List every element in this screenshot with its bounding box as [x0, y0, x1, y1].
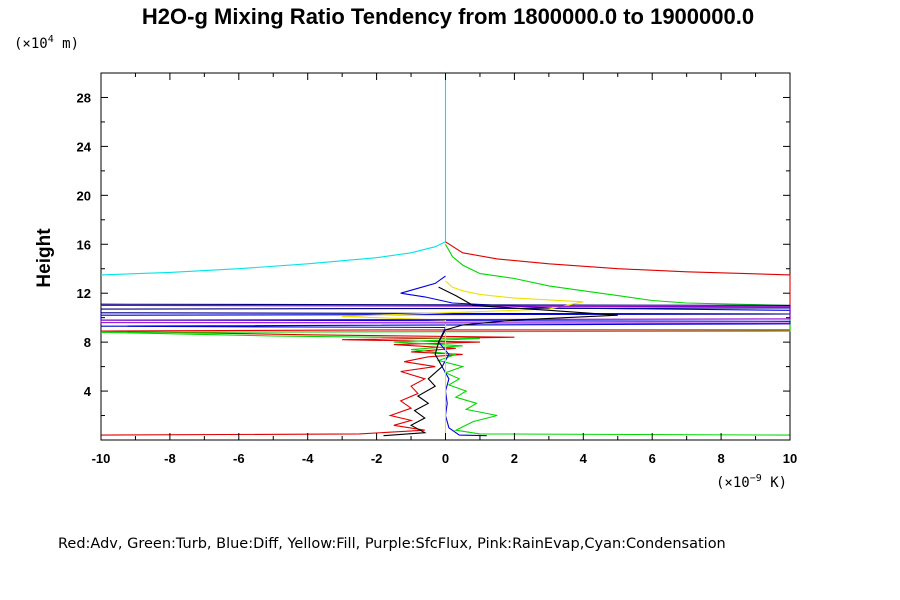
x-tick-label: -4	[302, 451, 314, 466]
y-tick-label: 28	[77, 90, 91, 105]
x-tick-label: 10	[783, 451, 797, 466]
series-line-purple	[100, 304, 791, 324]
x-tick-label: 2	[511, 451, 518, 466]
series-line-black	[383, 286, 618, 437]
series-line-green	[100, 244, 791, 436]
x-tick-label: -10	[92, 451, 111, 466]
x-tick-label: -6	[233, 451, 245, 466]
legend-text: Red:Adv, Green:Turb, Blue:Diff, Yellow:F…	[58, 536, 726, 552]
x-tick-label: -8	[164, 451, 176, 466]
x-tick-label: 6	[649, 451, 656, 466]
series-group	[100, 73, 791, 437]
y-tick-label: 20	[77, 188, 91, 203]
y-tick-label: 12	[77, 286, 91, 301]
x-tick-label: -2	[371, 451, 383, 466]
x-tick-label: 8	[717, 451, 724, 466]
y-unit-label: (×104 m)	[14, 34, 79, 52]
series-line-yellow	[342, 280, 584, 436]
x-tick-label: 4	[580, 451, 588, 466]
x-unit-label: (×10−9 K)	[716, 473, 787, 491]
series-line-blue	[100, 275, 791, 437]
y-tick-label: 8	[84, 335, 91, 350]
series-line-red	[100, 241, 791, 436]
y-tick-label: 4	[84, 384, 92, 399]
x-tick-label: 0	[442, 451, 449, 466]
series-line-navy	[100, 303, 791, 315]
y-tick-label: 24	[77, 139, 92, 154]
y-tick-label: 16	[77, 237, 91, 252]
y-axis-label: Height	[34, 228, 55, 288]
series-line-cyan	[100, 73, 447, 276]
chart-title: H2O-g Mixing Ratio Tendency from 1800000…	[142, 4, 754, 29]
